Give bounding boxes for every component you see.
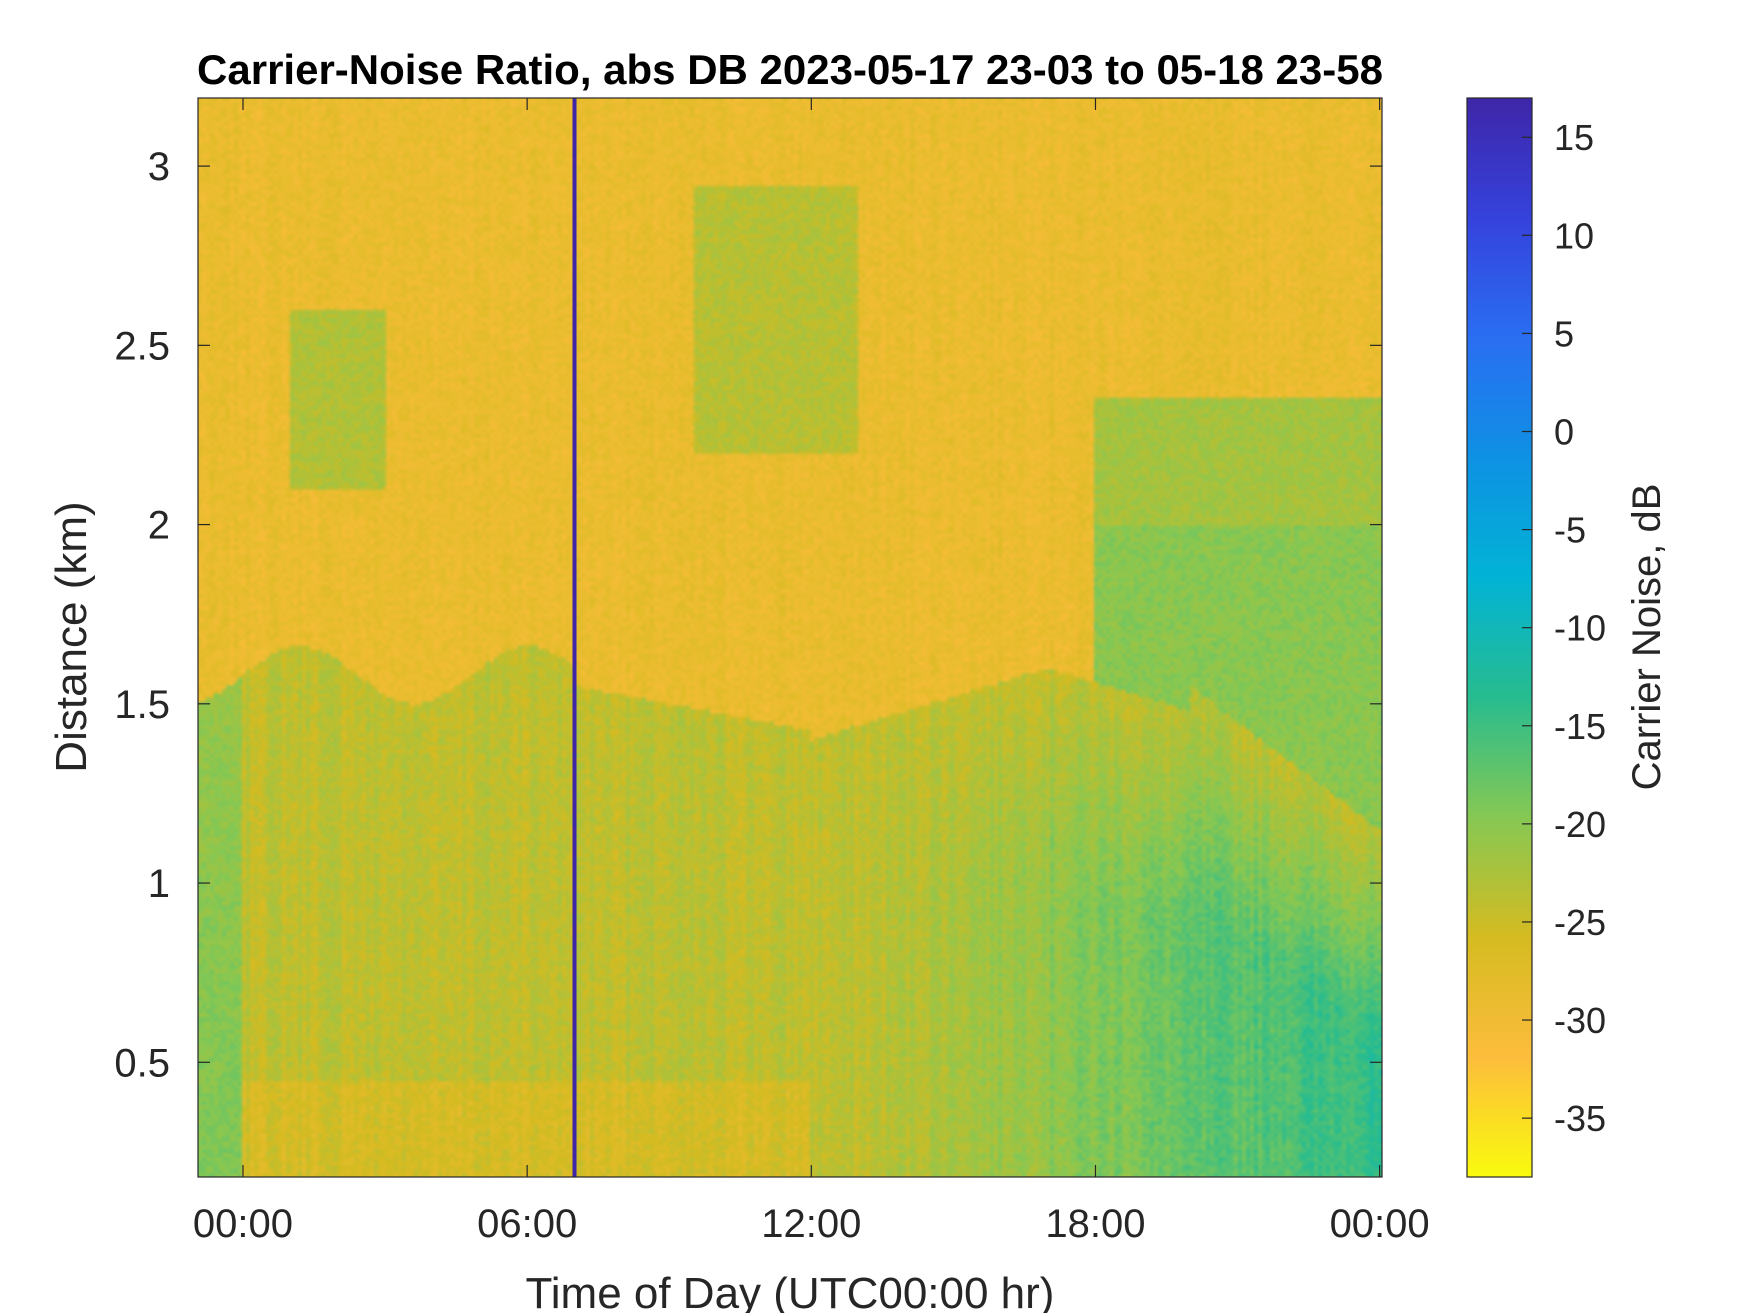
- colorbar-tick-label: -25: [1554, 902, 1606, 943]
- colorbar-tick-label: -10: [1554, 608, 1606, 649]
- colorbar: 15 10 5 0 -5 -10 -15 -20 -25 -30 -35: [1466, 97, 1606, 1178]
- colorbar-tick-label: 15: [1554, 117, 1594, 158]
- x-axis: 00:00 06:00 12:00 18:00 00:00: [193, 98, 1430, 1246]
- heatmap-stripe: [572, 98, 577, 1177]
- heatmap-raster: [198, 98, 1382, 1177]
- y-tick-label: 0.5: [114, 1041, 170, 1085]
- y-tick-label: 2: [148, 504, 170, 548]
- y-axis-label: Distance (km): [47, 501, 96, 772]
- colorbar-tick-label: -30: [1554, 1000, 1606, 1041]
- y-tick-label: 3: [148, 145, 170, 189]
- heatmap: [198, 98, 1382, 1177]
- colorbar-tick-label: 5: [1554, 313, 1574, 354]
- x-axis-label: Time of Day (UTC00:00 hr): [526, 1269, 1055, 1313]
- colorbar-tick-label: 0: [1554, 412, 1574, 453]
- x-tick-label: 06:00: [477, 1202, 577, 1246]
- y-tick-label: 1: [148, 862, 170, 906]
- x-tick-label: 18:00: [1045, 1202, 1145, 1246]
- colorbar-tick-label: -15: [1554, 706, 1606, 747]
- chart-title: Carrier-Noise Ratio, abs DB 2023-05-17 2…: [197, 46, 1383, 93]
- colorbar-label: Carrier Noise, dB: [1625, 484, 1669, 791]
- colorbar-tick-label: 10: [1554, 215, 1594, 256]
- colorbar-gradient: [1466, 97, 1533, 1178]
- colorbar-tick-label: -5: [1554, 510, 1586, 551]
- plot-frame: [197, 97, 1383, 1178]
- colorbar-tick-label: -35: [1554, 1098, 1606, 1139]
- x-tick-label: 00:00: [1330, 1202, 1430, 1246]
- colorbar-tick-label: -20: [1554, 804, 1606, 845]
- y-tick-label: 1.5: [114, 683, 170, 727]
- y-tick-label: 2.5: [114, 324, 170, 368]
- x-tick-label: 00:00: [193, 1202, 293, 1246]
- y-axis: 0.5 1 1.5 2 2.5 3: [114, 145, 1382, 1085]
- x-tick-label: 12:00: [761, 1202, 861, 1246]
